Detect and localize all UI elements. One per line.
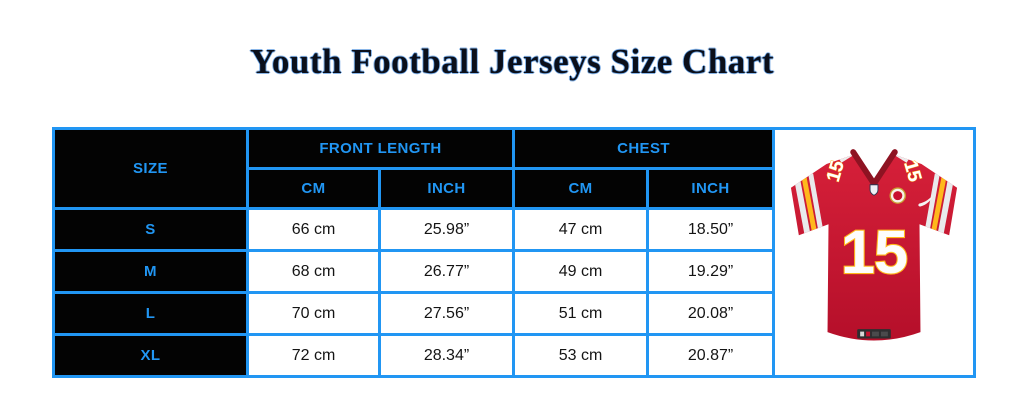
nfl-shield-icon — [869, 183, 879, 196]
header-chest-cm: CM — [512, 167, 650, 210]
chest-number: 15 — [841, 216, 907, 285]
page-title: Youth Football Jerseys Size Chart — [250, 42, 774, 81]
value-cell: 20.08” — [646, 291, 776, 336]
header-front-inch: INCH — [377, 167, 516, 210]
value-cell: 20.87” — [646, 333, 776, 378]
nike-swoosh-icon — [918, 194, 934, 207]
header-size: SIZE — [52, 127, 249, 210]
value-cell: 49 cm — [512, 249, 650, 294]
header-chest-inch: INCH — [646, 167, 776, 210]
value-cell: 25.98” — [377, 207, 516, 252]
table-row-s: S 66 cm 25.98” 47 cm 18.50” — [52, 207, 975, 252]
value-cell: 51 cm — [512, 291, 650, 336]
value-cell: 47 cm — [512, 207, 650, 252]
size-cell: L — [52, 291, 249, 336]
size-cell: S — [52, 207, 249, 252]
value-cell: 28.34” — [377, 333, 516, 378]
jersey-image-wrap: 15 15 15 — [777, 138, 972, 366]
jersey-cell: 15 15 15 — [772, 127, 977, 378]
value-cell: 18.50” — [646, 207, 776, 252]
table-row-l: L 70 cm 27.56” 51 cm 20.08” — [52, 291, 975, 336]
jersey-body — [790, 153, 958, 341]
jersey-image: 15 15 15 — [790, 148, 958, 341]
header-chest: CHEST — [512, 127, 776, 170]
value-cell: 27.56” — [377, 291, 516, 336]
value-cell: 66 cm — [246, 207, 381, 252]
header-front-length: FRONT LENGTH — [245, 127, 516, 170]
value-cell: 72 cm — [246, 333, 381, 378]
value-cell: 53 cm — [512, 333, 650, 378]
size-chart-table: SIZE FRONT LENGTH CHEST — [52, 127, 977, 378]
header-front-cm: CM — [246, 167, 381, 210]
size-cell: XL — [52, 333, 249, 378]
value-cell: 68 cm — [246, 249, 381, 294]
jersey-collar — [850, 148, 898, 187]
value-cell: 19.29” — [646, 249, 776, 294]
sleeve-stripes — [793, 153, 955, 242]
table-row-xl: XL 72 cm 28.34” 53 cm 20.87” — [52, 333, 975, 378]
table-row-m: M 68 cm 26.77” 49 cm 19.29” — [52, 249, 975, 294]
value-cell: 26.77” — [377, 249, 516, 294]
jock-tag — [857, 328, 891, 339]
size-cell: M — [52, 249, 249, 294]
value-cell: 70 cm — [246, 291, 381, 336]
team-patch-icon — [889, 186, 906, 204]
